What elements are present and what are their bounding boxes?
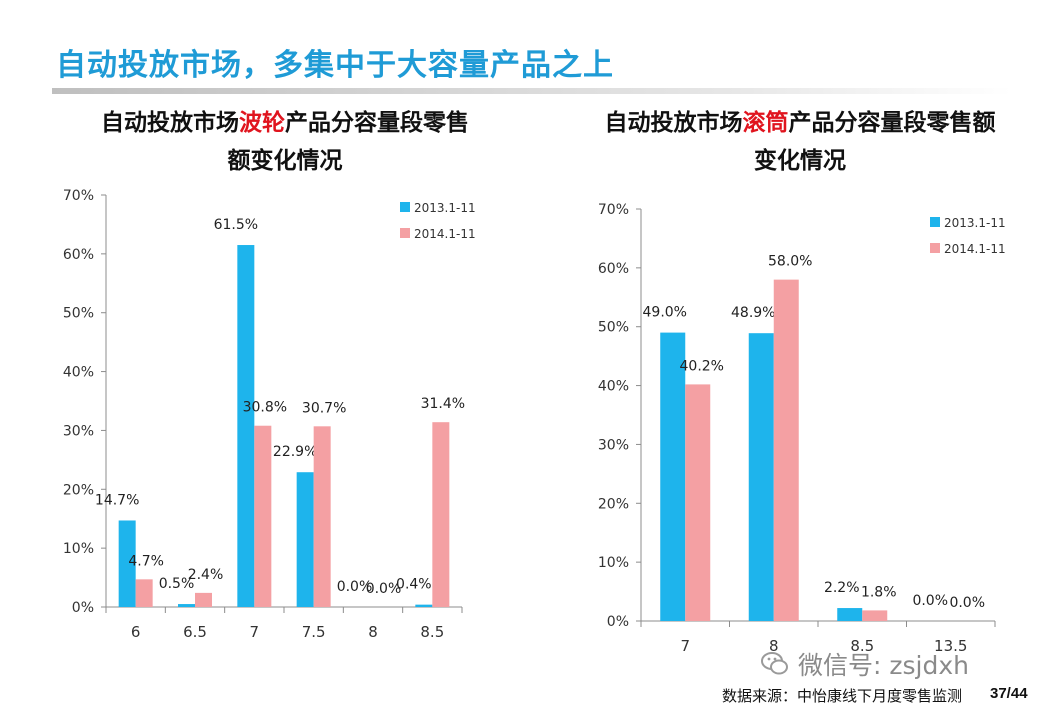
wechat-icon — [761, 652, 788, 675]
y-tick-label: 60% — [63, 247, 94, 263]
x-tick-label: 6 — [131, 623, 141, 641]
x-tick-label: 8.5 — [420, 623, 444, 641]
bar-2014.1-11 — [195, 592, 212, 607]
chart-title-text: 自动投放市场 — [101, 110, 239, 136]
x-tick-label: 6.5 — [183, 623, 207, 641]
x-tick-label: 8.5 — [850, 637, 874, 655]
data-label: 2.4% — [188, 567, 224, 583]
y-tick-label: 0% — [607, 614, 629, 630]
data-label: 0.5% — [159, 576, 195, 592]
data-label: 61.5% — [214, 217, 258, 233]
y-tick-label: 50% — [63, 306, 94, 322]
legend-swatch — [930, 243, 940, 253]
bar-2014.1-11 — [313, 426, 331, 607]
bar-2013.1-11 — [237, 245, 255, 607]
data-label: 58.0% — [768, 254, 812, 270]
data-label: 49.0% — [643, 305, 687, 321]
title-divider — [52, 88, 1012, 94]
chart-title-highlight: 波轮 — [239, 110, 285, 136]
data-label: 30.7% — [302, 400, 346, 416]
slide-title: 自动投放市场，多集中于大容量产品之上 — [56, 48, 614, 83]
chart-title-text: 自动投放市场 — [604, 110, 743, 136]
x-tick-label: 13.5 — [934, 637, 967, 655]
y-tick-label: 50% — [598, 320, 629, 336]
data-label: 40.2% — [680, 358, 724, 374]
bar-2014.1-11 — [432, 422, 450, 607]
y-tick-label: 10% — [598, 555, 629, 571]
wechat-text: 微信号: zsjdxh — [798, 651, 969, 680]
data-label: 4.7% — [128, 553, 164, 569]
bar-2013.1-11 — [415, 604, 433, 607]
y-tick-label: 40% — [598, 379, 629, 395]
chart-title-highlight: 滚筒 — [742, 110, 789, 136]
y-tick-label: 70% — [63, 188, 94, 204]
y-tick-label: 10% — [63, 541, 94, 557]
y-tick-label: 30% — [63, 423, 94, 439]
data-label: 2.2% — [824, 580, 860, 596]
y-tick-label: 0% — [72, 600, 94, 616]
legend-label: 2013.1-11 — [414, 201, 476, 215]
x-tick-label: 7 — [680, 637, 690, 655]
x-tick-label: 7 — [250, 623, 260, 641]
data-label: 0.4% — [396, 577, 432, 593]
chart-title-text: 产品分容量段零售额 — [788, 110, 996, 136]
page-number: 37/44 — [990, 685, 1028, 702]
chart-title-line2: 变化情况 — [754, 148, 846, 174]
bar-2013.1-11 — [296, 472, 314, 607]
source-note: 数据来源：中怡康线下月度零售监测 — [722, 687, 963, 705]
data-label: 0.0% — [949, 595, 985, 611]
bar-2013.1-11 — [748, 333, 774, 621]
x-tick-label: 8 — [769, 637, 779, 655]
x-tick-label: 7.5 — [302, 623, 326, 641]
y-tick-label: 20% — [598, 496, 629, 512]
wechat-watermark: 微信号: zsjdxh — [760, 646, 969, 682]
data-label: 14.7% — [95, 492, 139, 508]
bar-2014.1-11 — [254, 425, 272, 607]
bar-2013.1-11 — [178, 604, 195, 607]
y-tick-label: 70% — [598, 202, 629, 218]
y-tick-label: 60% — [598, 261, 629, 277]
chart-title-drum: 自动投放市场滚筒产品分容量段零售额 变化情况 — [575, 104, 1025, 180]
data-label: 0.0% — [337, 579, 373, 595]
y-tick-label: 30% — [598, 437, 629, 453]
legend-swatch — [400, 202, 410, 212]
bar-2013.1-11 — [660, 332, 686, 621]
chart-title-pulsator: 自动投放市场波轮产品分容量段零售 额变化情况 — [70, 104, 500, 180]
y-tick-label: 40% — [63, 365, 94, 381]
chart-title-text: 产品分容量段零售 — [285, 110, 469, 136]
bar-2014.1-11 — [685, 384, 711, 621]
bar-2013.1-11 — [118, 520, 136, 607]
bar-2014.1-11 — [135, 579, 153, 607]
legend-label: 2014.1-11 — [414, 227, 476, 241]
legend-label: 2013.1-11 — [944, 216, 1006, 230]
chart-title-line2: 额变化情况 — [227, 148, 343, 174]
legend-swatch — [930, 217, 940, 227]
data-label: 22.9% — [273, 444, 317, 460]
bar-2014.1-11 — [862, 610, 888, 621]
y-tick-label: 20% — [63, 482, 94, 498]
data-label: 1.8% — [861, 584, 897, 600]
data-label: 0.0% — [366, 581, 402, 597]
bar-2013.1-11 — [837, 608, 863, 621]
x-tick-label: 8 — [368, 623, 378, 641]
legend-swatch — [400, 228, 410, 238]
data-label: 0.0% — [912, 593, 948, 609]
legend-label: 2014.1-11 — [944, 242, 1006, 256]
data-label: 30.8% — [243, 400, 287, 416]
data-label: 31.4% — [421, 396, 465, 412]
data-label: 48.9% — [731, 305, 775, 321]
bar-2014.1-11 — [773, 279, 799, 621]
